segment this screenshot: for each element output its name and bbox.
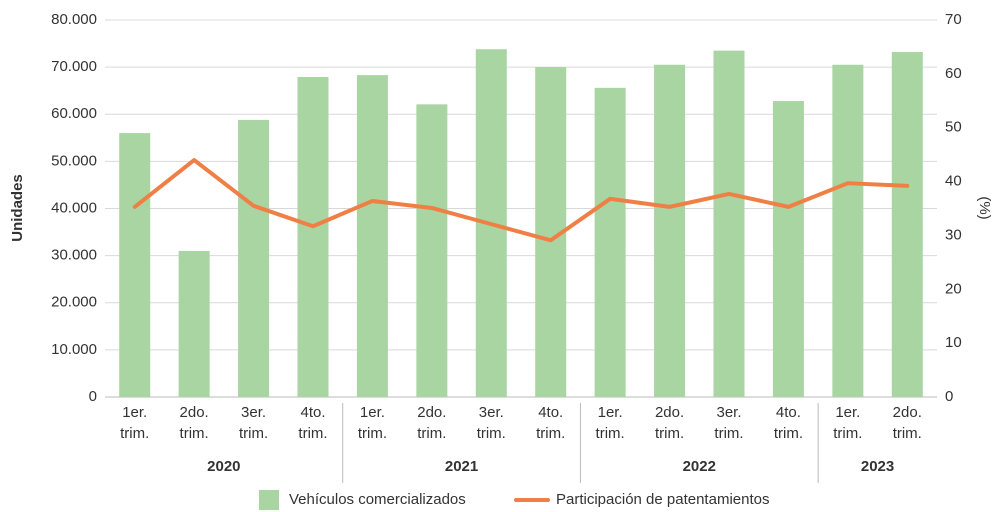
y-tick-label: 40.000: [51, 199, 97, 216]
x-tick-label: trim.: [120, 425, 149, 442]
y-tick-label: 20.000: [51, 294, 97, 311]
x-tick-label: trim.: [180, 425, 209, 442]
x-tick-label: trim.: [774, 425, 803, 442]
x-tick-label: trim.: [833, 425, 862, 442]
bar: [238, 119, 270, 397]
y2-tick-label: 50: [945, 119, 962, 136]
legend-label: Participación de patentamientos: [556, 491, 769, 508]
x-tick-label: 4to.: [300, 404, 325, 421]
x-tick-label: 4to.: [538, 404, 563, 421]
x-tick-label: trim.: [239, 425, 268, 442]
x-tick-label: trim.: [417, 425, 446, 442]
y2-tick-label: 20: [945, 280, 962, 297]
x-tick-label: trim.: [596, 425, 625, 442]
bar: [594, 87, 626, 398]
x-tick-label: trim.: [714, 425, 743, 442]
legend-swatch: [259, 490, 279, 510]
x-tick-label: 1er.: [598, 404, 623, 421]
y-tick-label: 10.000: [51, 341, 97, 358]
bar: [832, 64, 864, 398]
x-tick-label: trim.: [358, 425, 387, 442]
y2-tick-label: 30: [945, 226, 962, 243]
y2-tick-label: 0: [945, 388, 953, 405]
y2-tick-label: 60: [945, 65, 962, 82]
bar: [654, 64, 686, 398]
y2-tick-label: 10: [945, 334, 962, 351]
y-tick-label: 70.000: [51, 58, 97, 75]
x-tick-label: 2do.: [180, 404, 209, 421]
y-tick-label: 30.000: [51, 247, 97, 264]
group-label: 2023: [861, 458, 894, 475]
bar: [119, 133, 151, 397]
x-tick-label: trim.: [298, 425, 327, 442]
x-tick-label: trim.: [536, 425, 565, 442]
legend-label: Vehículos comercializados: [289, 491, 466, 508]
x-tick-label: 3er.: [479, 404, 504, 421]
x-tick-label: trim.: [655, 425, 684, 442]
bar: [297, 77, 329, 398]
y2-axis-label: (%): [976, 196, 993, 219]
x-tick-label: 1er.: [122, 404, 147, 421]
group-label: 2020: [207, 458, 240, 475]
x-tick-label: 3er.: [716, 404, 741, 421]
bar: [891, 52, 923, 398]
line: [132, 158, 910, 243]
bar: [356, 75, 388, 397]
x-tick-label: 2do.: [893, 404, 922, 421]
y2-tick-label: 40: [945, 173, 962, 190]
x-tick-label: 3er.: [241, 404, 266, 421]
x-tick-label: 4to.: [776, 404, 801, 421]
x-tick-label: trim.: [893, 425, 922, 442]
bar: [178, 250, 210, 397]
y-tick-label: 60.000: [51, 105, 97, 122]
x-tick-label: 2do.: [417, 404, 446, 421]
x-tick-label: 1er.: [835, 404, 860, 421]
x-tick-label: 2do.: [655, 404, 684, 421]
bar: [772, 101, 804, 398]
y2-tick-label: 70: [945, 11, 962, 28]
y-tick-label: 50.000: [51, 152, 97, 169]
group-label: 2021: [445, 458, 478, 475]
bar: [713, 50, 745, 397]
group-label: 2022: [683, 458, 716, 475]
y-tick-label: 0: [89, 388, 97, 405]
x-tick-label: 1er.: [360, 404, 385, 421]
x-tick-label: trim.: [477, 425, 506, 442]
y-tick-label: 80.000: [51, 11, 97, 28]
y-axis-label: Unidades: [9, 174, 26, 242]
bar: [416, 104, 448, 397]
